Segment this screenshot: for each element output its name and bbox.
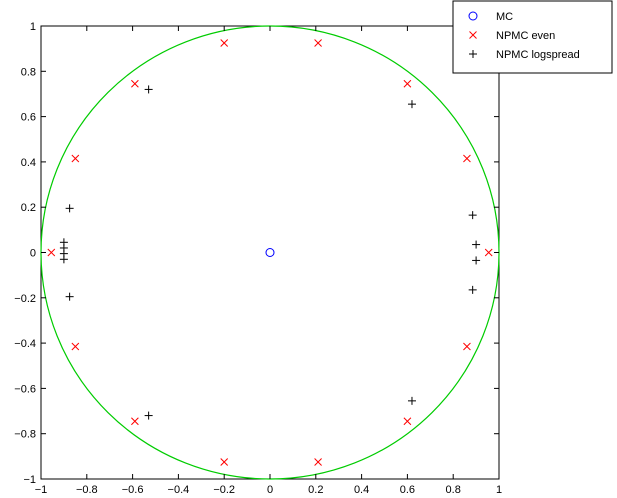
y-tick-label: 0.8 [21,66,36,78]
y-axis-ticks: −1 −0.8 −0.6 −0.4 −0.2 0 0.2 0.4 0.6 0.8 1 [14,21,499,486]
x-tick-label: 1 [496,484,502,496]
y-tick-label: −0.6 [14,383,36,395]
point-npmc-logspread [65,204,74,213]
x-tick-label: 0.2 [308,484,323,496]
legend-box [452,0,613,74]
y-tick-label: −1 [23,474,36,486]
point-npmc-even [403,417,412,426]
data-points [47,39,493,466]
x-tick-label: 0.6 [400,484,415,496]
point-npmc-logspread [65,292,74,301]
legend-label-npmc-even: NPMC even [496,30,555,42]
point-npmc-logspread [472,256,481,265]
point-npmc-even [314,39,322,47]
point-npmc-even [220,458,229,466]
point-npmc-logspread [468,211,477,220]
x-tick-label: 0.8 [446,484,461,496]
point-npmc-logspread [59,255,68,264]
legend: MC NPMC even NPMC logspread [452,0,613,74]
legend-marker-npmc-logspread [469,50,477,58]
point-npmc-logspread [144,85,153,94]
point-npmc-even [71,154,80,163]
x-tick-label: −1 [35,484,48,496]
y-tick-label: −0.4 [14,338,36,350]
y-tick-label: 0 [30,248,36,260]
legend-marker-npmc-even [469,31,477,39]
legend-label-npmc-logspread: NPMC logspread [496,49,580,61]
point-npmc-even [463,154,471,163]
point-npmc-even [47,248,56,257]
x-tick-label: −0.8 [76,484,98,496]
point-npmc-logspread [407,396,416,405]
point-npmc-even [131,417,139,426]
legend-label-mc: MC [496,11,513,23]
y-tick-label: −0.2 [14,293,36,305]
point-npmc-logspread [407,100,416,109]
legend-marker-mc [468,11,478,21]
point-npmc-logspread [468,285,477,294]
point-npmc-even [403,79,412,88]
plot-area [40,25,500,480]
point-npmc-even [314,458,322,466]
y-tick-label: 0.6 [21,112,36,124]
point-mc [265,248,275,257]
x-axis-ticks: −1 −0.8 −0.6 −0.4 −0.2 0 0.2 0.4 0.6 0.8 1 [35,26,502,496]
x-tick-label: −0.6 [122,484,144,496]
point-npmc-logspread [472,240,481,249]
x-tick-label: −0.4 [168,484,190,496]
point-npmc-even [463,342,471,351]
point-npmc-even [484,248,493,257]
point-npmc-logspread [144,411,153,420]
point-npmc-even [131,79,139,88]
x-tick-label: −0.2 [213,484,235,496]
y-tick-label: 0.4 [21,157,36,169]
x-tick-label: 0.4 [354,484,369,496]
point-npmc-even [71,342,80,351]
y-tick-label: −0.8 [14,429,36,441]
y-tick-label: 0.2 [21,202,36,214]
y-tick-label: 1 [30,21,36,33]
point-npmc-even [220,39,229,47]
x-tick-label: 0 [267,484,273,496]
